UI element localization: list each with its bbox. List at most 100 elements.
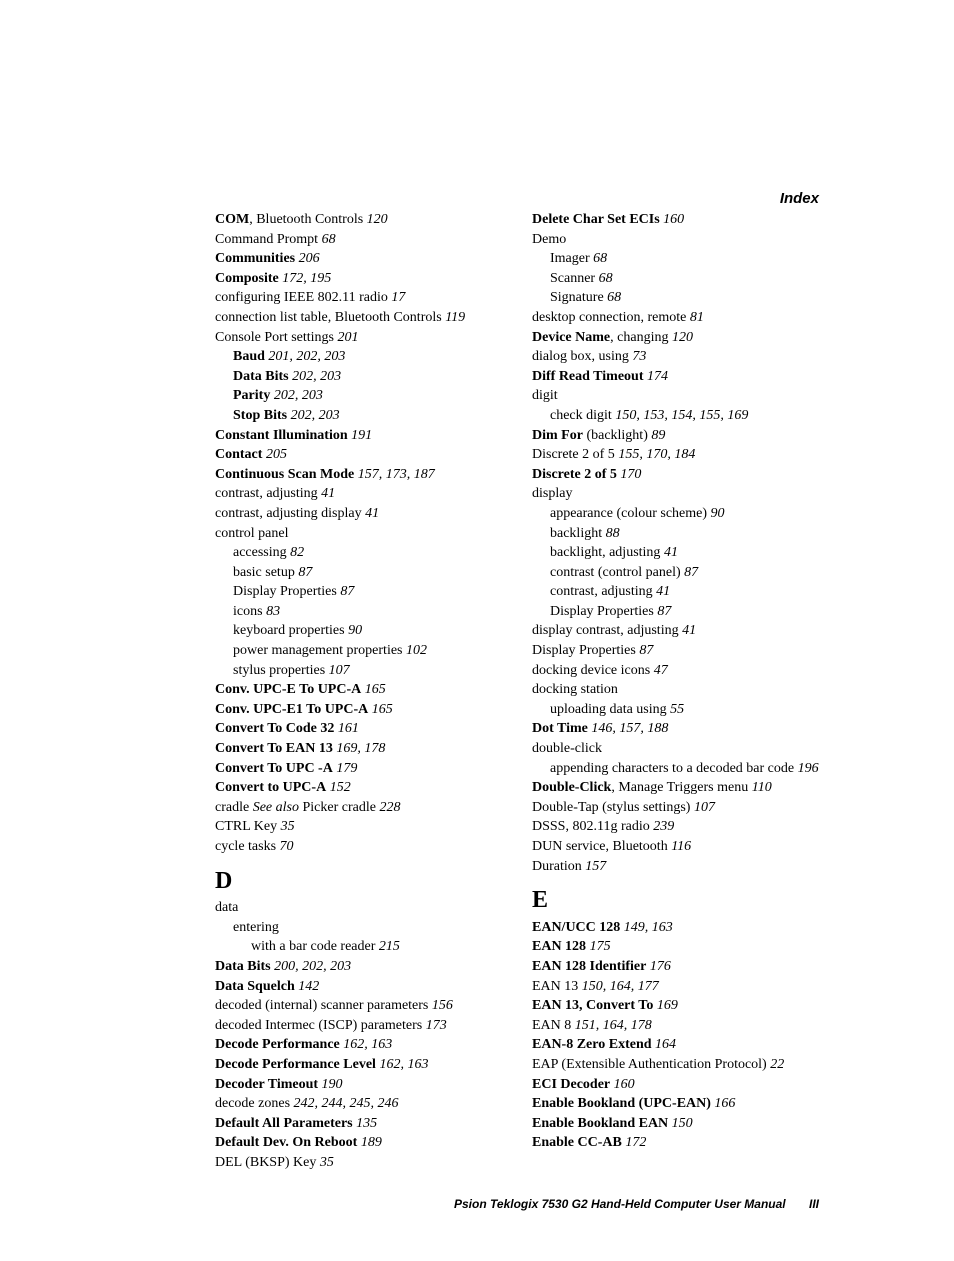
entry-text: Device Name [532, 330, 610, 345]
index-entry: Enable CC-AB 172 [532, 1133, 819, 1153]
entry-text: Data Bits [215, 959, 271, 974]
page-ref: 189 [361, 1135, 382, 1150]
page-ref: 81 [690, 310, 704, 325]
index-entry: check digit 150, 153, 154, 155, 169 [532, 406, 819, 426]
entry-text: Decode Performance [215, 1037, 340, 1052]
index-entry: decode zones 242, 244, 245, 246 [215, 1094, 502, 1114]
page-ref: 166 [714, 1096, 735, 1111]
entry-text: DSSS, 802.11g radio [532, 819, 653, 834]
entry-text: cradle [215, 800, 253, 815]
page-ref: See also [253, 800, 299, 815]
page-ref: 89 [651, 428, 665, 443]
entry-text: Data Squelch [215, 979, 295, 994]
index-entry: Composite 172, 195 [215, 269, 502, 289]
entry-text: EAN 128 [532, 939, 586, 954]
index-entry: decoded Intermec (ISCP) parameters 173 [215, 1016, 502, 1036]
entry-text: control panel [215, 526, 288, 541]
page-ref: 73 [632, 349, 646, 364]
index-entry: Enable Bookland EAN 150 [532, 1114, 819, 1134]
index-entry: control panel [215, 524, 502, 544]
entry-text: (backlight) [583, 428, 651, 443]
entry-text: docking device icons [532, 663, 654, 678]
page-ref: 87 [684, 565, 698, 580]
page-ref: 68 [599, 271, 613, 286]
entry-text: dialog box, using [532, 349, 632, 364]
entry-text: entering [233, 920, 279, 935]
page-ref: 41 [365, 506, 379, 521]
index-entry: icons 83 [215, 602, 502, 622]
entry-text: Baud [233, 349, 265, 364]
page-ref: 35 [281, 819, 295, 834]
page-ref: 157, 173, 187 [358, 467, 435, 482]
index-entry: Delete Char Set ECIs 160 [532, 210, 819, 230]
entry-text: Delete Char Set ECIs [532, 212, 660, 227]
index-entry: data [215, 898, 502, 918]
entry-text: digit [532, 388, 558, 403]
page-ref: 174 [647, 369, 668, 384]
entry-text: double-click [532, 741, 602, 756]
index-entry: cradle See also Picker cradle 228 [215, 798, 502, 818]
page-ref: 160 [614, 1077, 635, 1092]
index-entry: EAN 128 175 [532, 937, 819, 957]
index-entry: keyboard properties 90 [215, 621, 502, 641]
footer-text: Psion Teklogix 7530 G2 Hand-Held Compute… [454, 1197, 786, 1211]
index-entry: appearance (colour scheme) 90 [532, 504, 819, 524]
index-entry: Dot Time 146, 157, 188 [532, 719, 819, 739]
entry-text: contrast, adjusting [215, 486, 321, 501]
index-entry: Duration 157 [532, 857, 819, 877]
section-letter: E [532, 884, 819, 918]
index-entry: Data Squelch 142 [215, 977, 502, 997]
entry-text: EAN 13 [532, 979, 582, 994]
index-entry: DSSS, 802.11g radio 239 [532, 817, 819, 837]
page-ref: 41 [682, 623, 696, 638]
page-ref: 87 [298, 565, 312, 580]
entry-text: Decode Performance Level [215, 1057, 376, 1072]
index-entry: Decode Performance Level 162, 163 [215, 1055, 502, 1075]
page-ref: 83 [266, 604, 280, 619]
page-ref: 107 [694, 800, 715, 815]
entry-text: uploading data using [550, 702, 670, 717]
index-entry: stylus properties 107 [215, 661, 502, 681]
entry-text: Default All Parameters [215, 1116, 353, 1131]
page-container: Index COM, Bluetooth Controls 120Command… [0, 0, 954, 1261]
page-ref: 35 [320, 1155, 334, 1170]
entry-text: cycle tasks [215, 839, 280, 854]
page-ref: 172, 195 [282, 271, 331, 286]
entry-text: Parity [233, 388, 270, 403]
page-ref: 119 [445, 310, 465, 325]
index-entry: EAN 13, Convert To 169 [532, 996, 819, 1016]
page-ref: 190 [322, 1077, 343, 1092]
page-ref: 242, 244, 245, 246 [294, 1096, 399, 1111]
page-ref: 120 [672, 330, 693, 345]
entry-text: appearance (colour scheme) [550, 506, 711, 521]
index-entry: Signature 68 [532, 288, 819, 308]
entry-text: with a bar code reader [251, 939, 379, 954]
page-ref: 120 [367, 212, 388, 227]
index-entry: double-click [532, 739, 819, 759]
index-entry: Decoder Timeout 190 [215, 1075, 502, 1095]
page-ref: 164 [655, 1037, 676, 1052]
entry-text: Dot Time [532, 721, 588, 736]
index-entry: Default All Parameters 135 [215, 1114, 502, 1134]
index-entry: backlight 88 [532, 524, 819, 544]
page-ref: 206 [299, 251, 320, 266]
entry-text: appending characters to a decoded bar co… [550, 761, 798, 776]
index-entry: docking device icons 47 [532, 661, 819, 681]
entry-text: EAN 13, Convert To [532, 998, 653, 1013]
page-ref: 102 [406, 643, 427, 658]
entry-text: EAP (Extensible Authentication Protocol) [532, 1057, 770, 1072]
entry-text: Constant Illumination [215, 428, 348, 443]
entry-text: Composite [215, 271, 279, 286]
index-entry: desktop connection, remote 81 [532, 308, 819, 328]
entry-text: , changing [610, 330, 672, 345]
index-entry: Convert to UPC-A 152 [215, 778, 502, 798]
index-entry: EAN 8 151, 164, 178 [532, 1016, 819, 1036]
entry-text: Dim For [532, 428, 583, 443]
index-columns: COM, Bluetooth Controls 120Command Promp… [215, 210, 819, 1173]
page-ref: 169, 178 [336, 741, 385, 756]
page-ref: 68 [607, 290, 621, 305]
page-ref: 152 [330, 780, 351, 795]
page-ref: 162, 163 [343, 1037, 392, 1052]
page-ref: 17 [391, 290, 405, 305]
index-entry: Enable Bookland (UPC-EAN) 166 [532, 1094, 819, 1114]
